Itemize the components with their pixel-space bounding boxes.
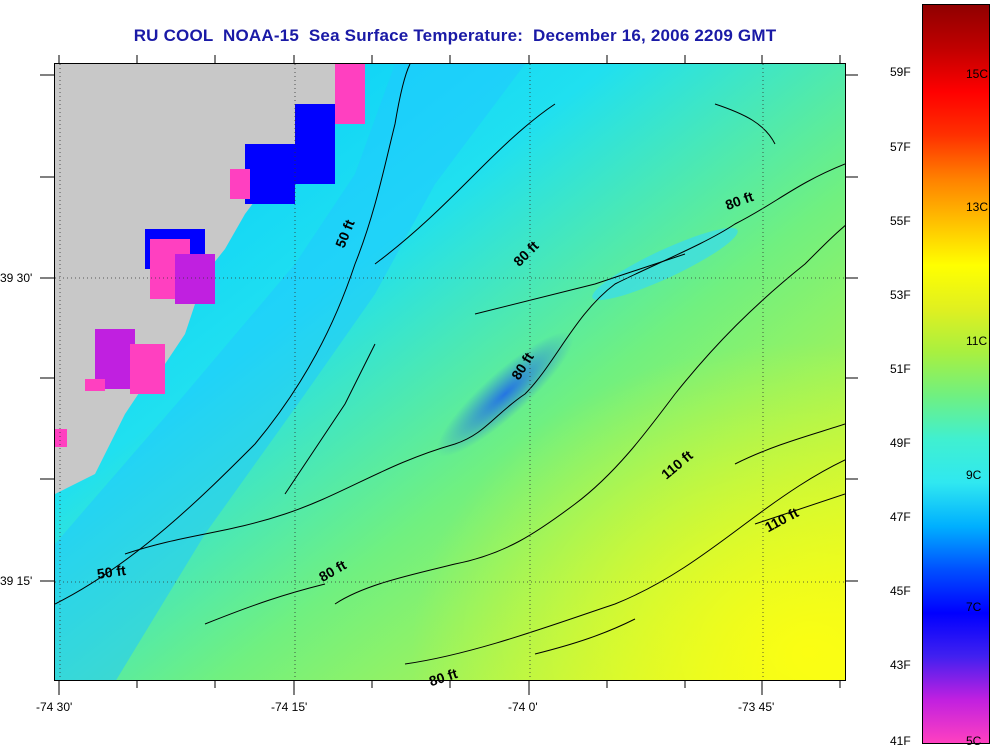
colorbar-label-7c: 7C [966,600,982,614]
sst-map [54,63,846,681]
coastal-bay-pixels [55,64,365,447]
colorbar-label-13c: 13C [966,200,989,214]
colorbar-label-51f: 51F [890,362,911,376]
depth-contours [55,64,845,665]
colorbar-label-45f: 45F [890,584,911,598]
map-title: RU COOL NOAA-15 Sea Surface Temperature:… [133,26,777,45]
colorbar-label-59f: 59F [890,65,911,79]
lat-label-39-30: 39 30' [0,271,33,285]
lat-label-39-15: 39 15' [0,574,33,588]
cold-streak [436,331,574,457]
colorbar-label-43f: 43F [890,658,911,672]
sst-field [55,64,845,680]
lon-label-74-15: -74 15' [271,700,308,714]
colorbar-label-5c: 5C [966,734,982,748]
lon-label-74-0: -74 0' [508,700,538,714]
colorbar-label-49f: 49F [890,436,911,450]
lon-label-74-30: -74 30' [36,700,73,714]
colorbar-label-9c: 9C [966,468,982,482]
colorbar-label-15c: 15C [966,67,989,81]
coastal-cool-band [55,64,525,680]
lon-label-73-45: -73 45' [738,700,775,714]
colorbar-label-47f: 47F [890,510,911,524]
colorbar-label-55f: 55F [890,214,911,228]
colorbar-label-41f: 41F [890,734,911,748]
colorbar-label-53f: 53F [890,288,911,302]
cool-streak-north [592,227,738,301]
colorbar-label-57f: 57F [890,140,911,154]
temperature-colorbar [922,4,990,744]
graticule [55,64,845,680]
colorbar-label-11c: 11C [966,334,988,348]
